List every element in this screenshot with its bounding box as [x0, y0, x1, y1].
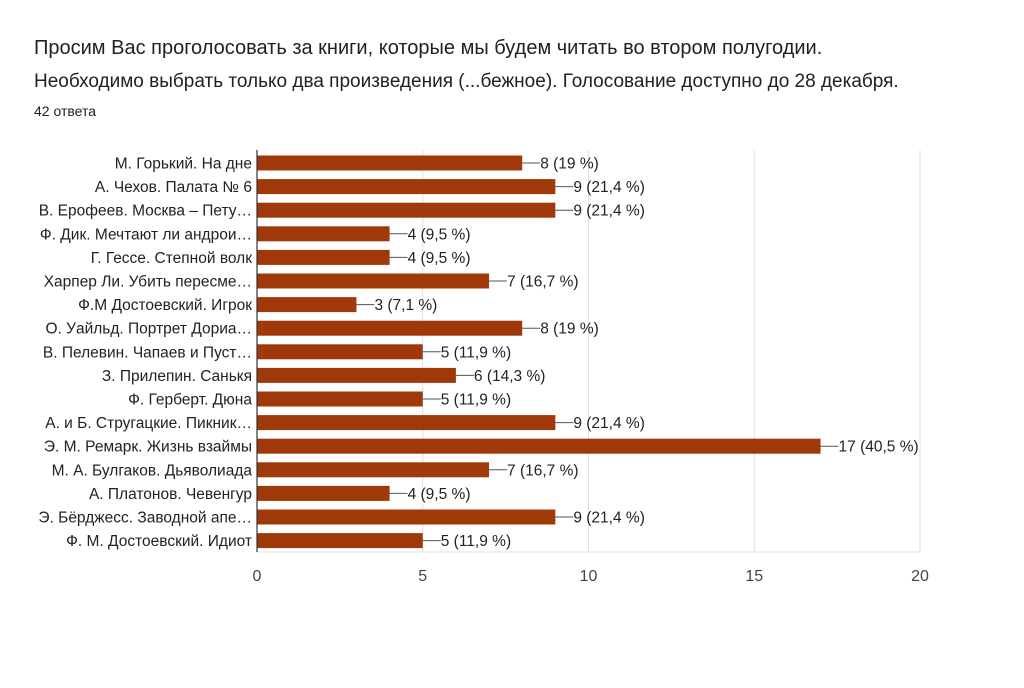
bar — [257, 438, 821, 454]
data-label: 4 (9,5 %) — [408, 226, 471, 243]
x-tick-label: 15 — [745, 568, 763, 585]
category-label: З. Прилепин. Санькя — [102, 368, 252, 385]
category-label: В. Пелевин. Чапаев и Пуст… — [43, 344, 252, 361]
bar — [257, 226, 390, 242]
data-label: 7 (16,7 %) — [507, 274, 579, 291]
bar — [257, 179, 556, 195]
data-label: 7 (16,7 %) — [507, 462, 579, 479]
x-tick-label: 20 — [911, 568, 929, 585]
bar — [257, 249, 390, 265]
bar — [257, 320, 523, 336]
bar — [257, 509, 556, 525]
bar — [257, 462, 490, 478]
category-label: Ф. Дик. Мечтают ли андрои… — [40, 226, 252, 243]
category-label: Ф.М Достоевский. Игрок — [78, 297, 252, 314]
category-label: А. и Б. Стругацкие. Пикник… — [45, 415, 252, 432]
bar — [257, 344, 423, 360]
category-label: Э. Бёрджесс. Заводной апе… — [38, 510, 252, 527]
data-label: 4 (9,5 %) — [408, 250, 471, 267]
data-label: 5 (11,9 %) — [441, 344, 511, 361]
bar — [257, 202, 556, 218]
data-label: 6 (14,3 %) — [474, 368, 546, 385]
data-label: 17 (40,5 %) — [839, 439, 919, 456]
question-title: Просим Вас проголосовать за книги, котор… — [34, 37, 823, 59]
data-label: 8 (19 %) — [540, 321, 599, 338]
category-label: Ф. М. Достоевский. Идиот — [66, 533, 252, 550]
data-label: 9 (21,4 %) — [573, 203, 645, 220]
data-label: 5 (11,9 %) — [441, 392, 511, 409]
data-label: 9 (21,4 %) — [573, 179, 645, 196]
bar — [257, 391, 423, 407]
category-label: М. Горький. На дне — [115, 156, 252, 173]
bar — [257, 155, 523, 171]
x-tick-label: 0 — [253, 568, 262, 585]
data-label: 4 (9,5 %) — [408, 486, 471, 503]
bar — [257, 533, 423, 549]
category-label: Э. М. Ремарк. Жизнь взаймы — [44, 439, 252, 456]
data-label: 5 (11,9 %) — [441, 533, 511, 550]
question-description: Необходимо выбрать только два произведен… — [34, 71, 899, 92]
bar — [257, 415, 556, 431]
category-label: А. Платонов. Чевенгур — [89, 486, 252, 503]
bar — [257, 485, 390, 501]
data-label: 9 (21,4 %) — [573, 510, 645, 527]
data-label: 9 (21,4 %) — [573, 415, 645, 432]
bar — [257, 297, 357, 313]
category-label: Г. Гессе. Степной волк — [91, 250, 252, 267]
category-label: В. Ерофеев. Москва – Пету… — [39, 203, 252, 220]
data-label: 8 (19 %) — [540, 156, 599, 173]
bar — [257, 273, 490, 289]
response-count: 42 ответа — [34, 103, 96, 119]
bar — [257, 367, 456, 383]
category-label: Харпер Ли. Убить пересме… — [44, 274, 252, 291]
category-label: М. А. Булгаков. Дьяволиада — [52, 462, 253, 479]
x-tick-label: 5 — [418, 568, 427, 585]
category-label: Ф. Герберт. Дюна — [128, 392, 252, 409]
category-label: О. Уайльд. Портрет Дориа… — [45, 321, 252, 338]
category-label: А. Чехов. Палата № 6 — [95, 179, 252, 196]
x-tick-label: 10 — [580, 568, 598, 585]
data-label: 3 (7,1 %) — [374, 297, 437, 314]
